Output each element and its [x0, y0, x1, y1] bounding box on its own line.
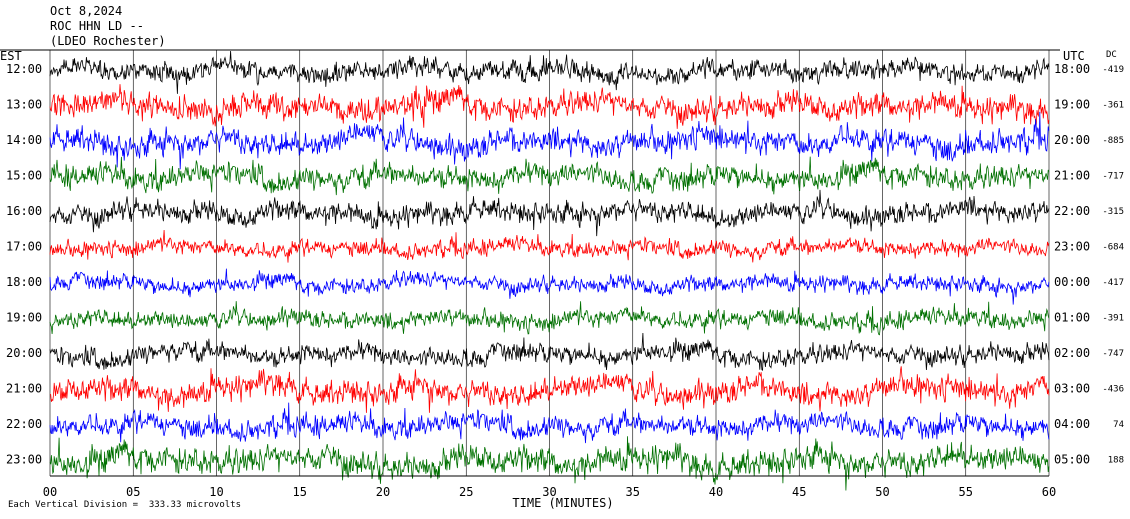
- dc-value-9: -436: [1102, 385, 1124, 395]
- dc-value-0: -419: [1102, 65, 1124, 75]
- dc-value-4: -315: [1102, 207, 1124, 217]
- dc-value-6: -417: [1102, 278, 1124, 288]
- est-label-2000: 20:00: [6, 346, 42, 360]
- x-tick-15: 15: [293, 485, 307, 499]
- dc-value-7: -391: [1102, 314, 1124, 324]
- x-tick-45: 45: [792, 485, 806, 499]
- x-axis-label: TIME (MINUTES): [512, 496, 613, 510]
- est-label-1900: 19:00: [6, 311, 42, 325]
- trace-1900: [49, 301, 1050, 336]
- est-label-2100: 21:00: [6, 382, 42, 396]
- trace-2100: [49, 366, 1050, 413]
- trace-2000: [49, 332, 1050, 371]
- x-tick-10: 10: [209, 485, 223, 499]
- trace-1400: [49, 111, 1050, 170]
- est-label-1700: 17:00: [6, 240, 42, 254]
- trace-1300: [49, 84, 1050, 129]
- utc-label-2200: 22:00: [1054, 204, 1090, 218]
- plot-frame: [0, 49, 1060, 477]
- est-label-1300: 13:00: [6, 98, 42, 112]
- header-date: Oct 8,2024: [50, 4, 123, 18]
- dc-value-2: -885: [1102, 136, 1124, 146]
- vertical-division-note: Each Vertical Division = 333.33 microvol…: [8, 500, 241, 510]
- trace-1700: [49, 229, 1050, 263]
- grid-lines: [49, 50, 1050, 476]
- trace-1600: [49, 189, 1050, 237]
- trace-1500: [49, 156, 1050, 196]
- utc-label-1800: 18:00: [1054, 62, 1090, 76]
- est-hour-labels: 12:00 13:00 14:00 15:00 16:00 17:00 18:00 19:00…: [6, 62, 42, 467]
- x-tick-55: 55: [959, 485, 973, 499]
- left-timezone-label: EST: [0, 49, 22, 63]
- est-label-2200: 22:00: [6, 417, 42, 431]
- traces: [49, 50, 1050, 491]
- est-label-2300: 23:00: [6, 453, 42, 467]
- dc-value-8: -747: [1102, 349, 1124, 359]
- trace-1800: [49, 268, 1050, 305]
- utc-label-2000: 20:00: [1054, 133, 1090, 147]
- utc-label-2100: 21:00: [1054, 169, 1090, 183]
- header-location: (LDEO Rochester): [50, 34, 166, 48]
- utc-label-0200: 02:00: [1054, 346, 1090, 360]
- utc-label-2300: 23:00: [1054, 240, 1090, 254]
- utc-label-0300: 03:00: [1054, 382, 1090, 396]
- x-tick-labels: 00 05 10 15 20 25 30 35 40 45 50 55 60: [43, 485, 1056, 499]
- utc-label-0000: 00:00: [1054, 275, 1090, 289]
- dc-value-10: 74: [1113, 420, 1124, 430]
- est-label-1600: 16:00: [6, 204, 42, 218]
- x-tick-50: 50: [875, 485, 889, 499]
- x-tick-60: 60: [1042, 485, 1056, 499]
- x-tick-40: 40: [709, 485, 723, 499]
- trace-2300: [49, 436, 1050, 491]
- utc-label-0400: 04:00: [1054, 417, 1090, 431]
- right-timezone-label: UTC: [1063, 49, 1085, 63]
- x-tick-20: 20: [376, 485, 390, 499]
- dc-value-11: 188: [1108, 456, 1124, 466]
- x-tick-35: 35: [626, 485, 640, 499]
- x-tick-25: 25: [459, 485, 473, 499]
- dc-offset-labels: -419 -361 -885 -717 -315 -684 -417 -391 -747 -436…: [1102, 65, 1124, 466]
- x-tick-05: 05: [126, 485, 140, 499]
- trace-2200: [49, 402, 1050, 444]
- utc-label-1900: 19:00: [1054, 98, 1090, 112]
- utc-hour-labels: 18:00 19:00 20:00 21:00 22:00 23:00 00:00 01:00…: [1054, 62, 1090, 467]
- est-label-1200: 12:00: [6, 62, 42, 76]
- est-label-1800: 18:00: [6, 275, 42, 289]
- utc-label-0500: 05:00: [1054, 453, 1090, 467]
- trace-1200: [49, 50, 1050, 94]
- x-tick-30: 30: [542, 485, 556, 499]
- dc-value-3: -717: [1102, 172, 1124, 182]
- est-label-1400: 14:00: [6, 133, 42, 147]
- x-tick-00: 00: [43, 485, 57, 499]
- header-station: ROC HHN LD --: [50, 19, 144, 33]
- dc-value-1: -361: [1102, 101, 1124, 111]
- dc-value-5: -684: [1102, 243, 1124, 253]
- utc-label-0100: 01:00: [1054, 311, 1090, 325]
- est-label-1500: 15:00: [6, 169, 42, 183]
- dc-header-label: DC: [1106, 50, 1117, 60]
